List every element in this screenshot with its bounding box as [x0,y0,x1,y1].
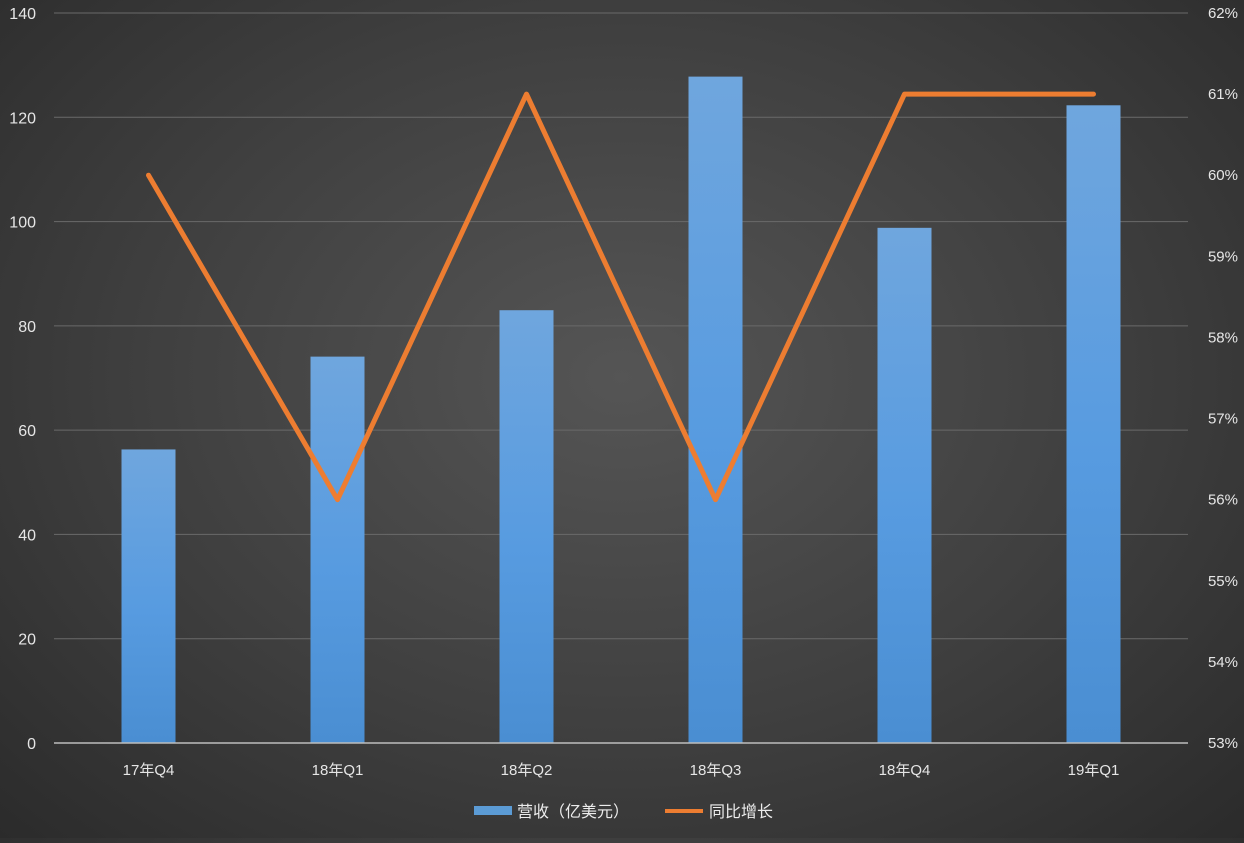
x-tick-label: 18年Q4 [879,762,931,779]
y-left-tick-label: 40 [18,527,36,544]
x-tick-label: 19年Q1 [1068,762,1120,779]
legend: 营收（亿美元） 同比增长 [474,803,773,821]
legend-label-revenue: 营收（亿美元） [517,803,629,821]
x-tick-label: 18年Q2 [501,762,553,779]
y-left-tick-label: 100 [9,215,36,232]
y-right-tick-label: 58% [1208,329,1238,346]
y-right-tick-label: 59% [1208,248,1238,265]
bar-series [122,77,1121,743]
y-left-tick-label: 120 [9,110,36,127]
revenue-bar [1067,105,1121,743]
y-left-tick-label: 0 [27,736,36,753]
revenue-bar [122,449,176,743]
y-right-tick-label: 60% [1208,167,1238,184]
y-left-tick-label: 140 [9,6,36,23]
line-series [148,94,1093,500]
y-right-tick-label: 54% [1208,654,1238,671]
growth-line [149,94,1094,500]
revenue-bar [311,357,365,743]
revenue-bar [689,77,743,743]
revenue-bar [878,228,932,743]
y-right-tick-label: 62% [1208,5,1238,22]
y-right-tick-label: 55% [1208,573,1238,590]
y-right-tick-label: 53% [1208,735,1238,752]
y-left-tick-label: 80 [18,319,36,336]
y-right-tick-label: 56% [1208,492,1238,509]
x-tick-label: 18年Q3 [690,762,742,779]
y-left-tick-label: 60 [18,423,36,440]
x-tick-label: 18年Q1 [312,762,364,779]
revenue-bar [500,310,554,743]
gridlines [54,13,1188,639]
y-left-tick-label: 20 [18,632,36,649]
y-right-tick-label: 61% [1208,86,1238,103]
legend-label-growth: 同比增长 [709,803,773,821]
legend-swatch-revenue [474,806,512,815]
y-right-tick-label: 57% [1208,411,1238,428]
x-tick-label: 17年Q4 [123,762,175,779]
tick-labels: 0 20 40 60 80 100 120 140 53% 54% 55% 56% 57% 58% 59% 6… [9,5,1238,779]
